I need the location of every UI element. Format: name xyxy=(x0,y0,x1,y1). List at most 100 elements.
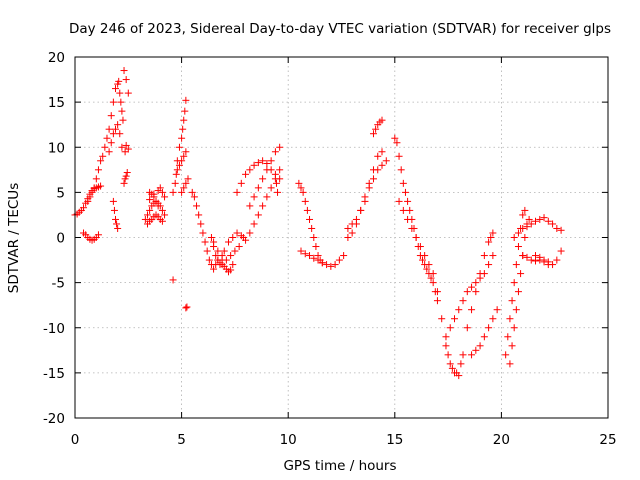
grid-lines xyxy=(75,57,608,418)
data-point xyxy=(512,306,520,314)
data-point xyxy=(190,193,198,201)
data-point xyxy=(521,234,529,241)
data-point xyxy=(416,243,424,251)
data-point xyxy=(472,279,480,287)
data-point xyxy=(120,67,128,75)
data-point xyxy=(94,166,102,174)
data-point xyxy=(519,211,527,219)
data-point xyxy=(310,254,318,262)
data-point xyxy=(183,303,191,311)
data-point xyxy=(123,169,131,177)
data-point xyxy=(193,202,201,210)
data-point xyxy=(455,372,463,380)
axis-ticks: 0 5 10 15 20 25 20 15 10 5 0 -5 -10 -15 -20 xyxy=(43,50,617,448)
y-tick-label: 0 xyxy=(56,231,65,247)
data-point xyxy=(517,270,525,278)
data-point xyxy=(212,252,220,260)
data-point xyxy=(254,211,262,219)
y-tick-label: -10 xyxy=(43,321,65,337)
data-point xyxy=(314,256,322,264)
chart-title: Day 246 of 2023, Sidereal Day-to-day VTE… xyxy=(69,21,611,37)
data-point xyxy=(463,324,471,332)
data-point xyxy=(229,234,237,241)
data-point xyxy=(508,297,516,305)
data-point xyxy=(88,188,96,196)
data-point xyxy=(250,161,258,169)
data-point xyxy=(227,252,235,260)
data-point xyxy=(181,107,189,115)
data-point xyxy=(544,217,552,225)
data-point xyxy=(427,274,435,282)
data-point xyxy=(99,152,107,160)
data-point xyxy=(459,351,467,359)
data-point xyxy=(182,179,190,187)
data-point xyxy=(404,197,412,205)
data-point xyxy=(158,188,166,196)
data-point xyxy=(122,172,130,180)
x-tick-label: 10 xyxy=(280,432,297,448)
data-point xyxy=(399,206,407,214)
data-point xyxy=(188,188,196,196)
data-point xyxy=(172,170,180,178)
data-point xyxy=(301,250,309,258)
data-point xyxy=(306,252,314,260)
data-point xyxy=(259,175,267,183)
data-point xyxy=(510,234,518,241)
data-point xyxy=(425,261,433,269)
data-point xyxy=(340,252,348,260)
data-point xyxy=(404,215,412,223)
data-point xyxy=(180,184,188,192)
data-point xyxy=(318,259,326,267)
data-point xyxy=(472,346,480,354)
data-point xyxy=(463,288,471,296)
data-point xyxy=(557,247,565,255)
data-point xyxy=(357,206,365,214)
data-point xyxy=(117,98,125,106)
data-point xyxy=(459,297,467,305)
data-point xyxy=(393,139,401,147)
data-point xyxy=(225,238,233,246)
data-point xyxy=(103,134,111,142)
data-point xyxy=(506,315,514,323)
data-point xyxy=(374,152,382,160)
data-point xyxy=(116,130,124,138)
data-point xyxy=(246,166,254,174)
data-point xyxy=(489,252,497,260)
data-point xyxy=(485,261,493,269)
data-point xyxy=(457,360,465,368)
data-point xyxy=(263,166,271,174)
data-point xyxy=(110,206,118,214)
data-point xyxy=(308,224,316,232)
data-point xyxy=(521,206,529,214)
data-point xyxy=(406,206,414,214)
data-point xyxy=(80,204,88,212)
data-point xyxy=(476,270,484,278)
data-point xyxy=(344,234,352,241)
data-point xyxy=(94,231,102,239)
data-point xyxy=(297,184,305,192)
data-point xyxy=(254,184,262,192)
data-point xyxy=(92,175,100,183)
data-point xyxy=(419,256,427,264)
data-point xyxy=(429,270,437,278)
data-point xyxy=(348,220,356,228)
data-point xyxy=(115,77,123,85)
data-point xyxy=(502,351,510,359)
data-point xyxy=(508,342,516,350)
data-point xyxy=(276,166,284,174)
y-tick-label: 5 xyxy=(56,185,65,201)
data-point xyxy=(303,206,311,214)
data-point xyxy=(448,364,456,372)
data-point xyxy=(120,179,128,187)
data-point xyxy=(378,161,386,169)
data-point xyxy=(295,179,303,187)
data-point xyxy=(421,252,429,260)
data-point xyxy=(429,279,437,287)
y-tick-label: -15 xyxy=(43,366,65,382)
x-tick-label: 5 xyxy=(177,432,186,448)
data-point xyxy=(150,190,158,198)
data-point xyxy=(514,229,522,237)
data-point xyxy=(235,243,243,251)
data-point xyxy=(408,224,416,232)
data-point xyxy=(218,252,226,260)
